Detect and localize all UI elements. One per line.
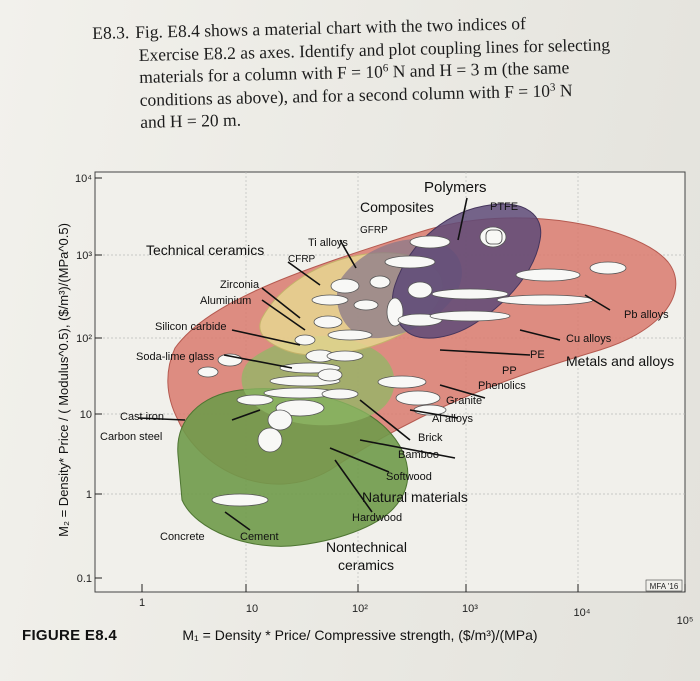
label-softwood: Softwood	[386, 471, 432, 483]
label-ceramics: ceramics	[338, 557, 394, 573]
label-cast-iron: Cast iron	[120, 411, 164, 423]
x-tick-label: 10³	[462, 603, 478, 615]
label-pe: PE	[530, 349, 545, 361]
label-gfrp: GFRP	[360, 225, 388, 236]
bubble-ptfe	[485, 229, 503, 245]
x-tick-label: 10⁵	[677, 615, 694, 627]
label-silicon-carbide: Silicon carbide	[155, 321, 227, 333]
label-carbon-steel: Carbon steel	[100, 431, 162, 443]
x-tick-label: 10⁴	[574, 607, 591, 619]
credit-label: MFA '16	[650, 582, 679, 591]
label-pp: PP	[502, 365, 517, 377]
y-axis-title: M₂ = Density* Price / ( Modulus^0.5), ($…	[56, 223, 71, 537]
label-composites: Composites	[360, 199, 434, 215]
y-tick-label: 10⁴	[75, 173, 92, 185]
label-hardwood: Hardwood	[352, 512, 402, 524]
x-tick-labels: 1 10 10² 10³ 10⁴ 10⁵	[139, 597, 693, 627]
label-phenolics: Phenolics	[478, 380, 526, 392]
label-nontechnical: Nontechnical	[326, 539, 407, 555]
label-aluminium: Aluminium	[200, 295, 251, 307]
label-soda-lime-glass: Soda-lime glass	[136, 351, 215, 363]
label-bamboo: Bamboo	[398, 449, 439, 461]
y-tick-label: 10³	[76, 250, 92, 262]
label-polymers: Polymers	[424, 179, 487, 196]
label-brick: Brick	[418, 432, 443, 444]
label-technical-ceramics: Technical ceramics	[146, 242, 264, 258]
label-zirconia: Zirconia	[220, 279, 260, 291]
label-ptfe: PTFE	[490, 201, 518, 213]
label-ti-alloys: Ti alloys	[308, 237, 348, 249]
y-tick-label: 10	[80, 409, 92, 421]
label-pb-alloys: Pb alloys	[624, 309, 669, 321]
label-granite: Granite	[446, 395, 482, 407]
label-natural-materials: Natural materials	[362, 489, 468, 505]
y-tick-label: 10²	[76, 333, 92, 345]
y-tick-label: 1	[86, 489, 92, 501]
x-tick-label: 10²	[352, 603, 368, 615]
envelope-natural-materials	[177, 388, 409, 547]
y-tick-labels: 10⁴ 10³ 10² 10 1 0.1	[75, 173, 92, 585]
leader-lines	[137, 197, 611, 531]
x-tick-label: 10	[246, 603, 258, 615]
label-concrete: Concrete	[160, 531, 205, 543]
material-labels: Polymers Composites PTFE GFRP Ti alloys …	[100, 179, 674, 573]
label-metals-and-alloys: Metals and alloys	[566, 353, 674, 369]
x-tick-label: 1	[139, 597, 145, 609]
figure-label: FIGURE E8.4	[22, 627, 117, 644]
label-cement: Cement	[240, 531, 279, 543]
x-axis-title: M₁ = Density * Price/ Compressive streng…	[182, 627, 537, 643]
y-tick-label: 0.1	[77, 573, 92, 585]
label-cfrp: CFRP	[288, 254, 316, 265]
credit-box	[645, 579, 683, 592]
label-cu-alloys: Cu alloys	[566, 333, 612, 345]
label-al-alloys: Al alloys	[432, 413, 473, 425]
axis-ticks	[95, 177, 686, 592]
